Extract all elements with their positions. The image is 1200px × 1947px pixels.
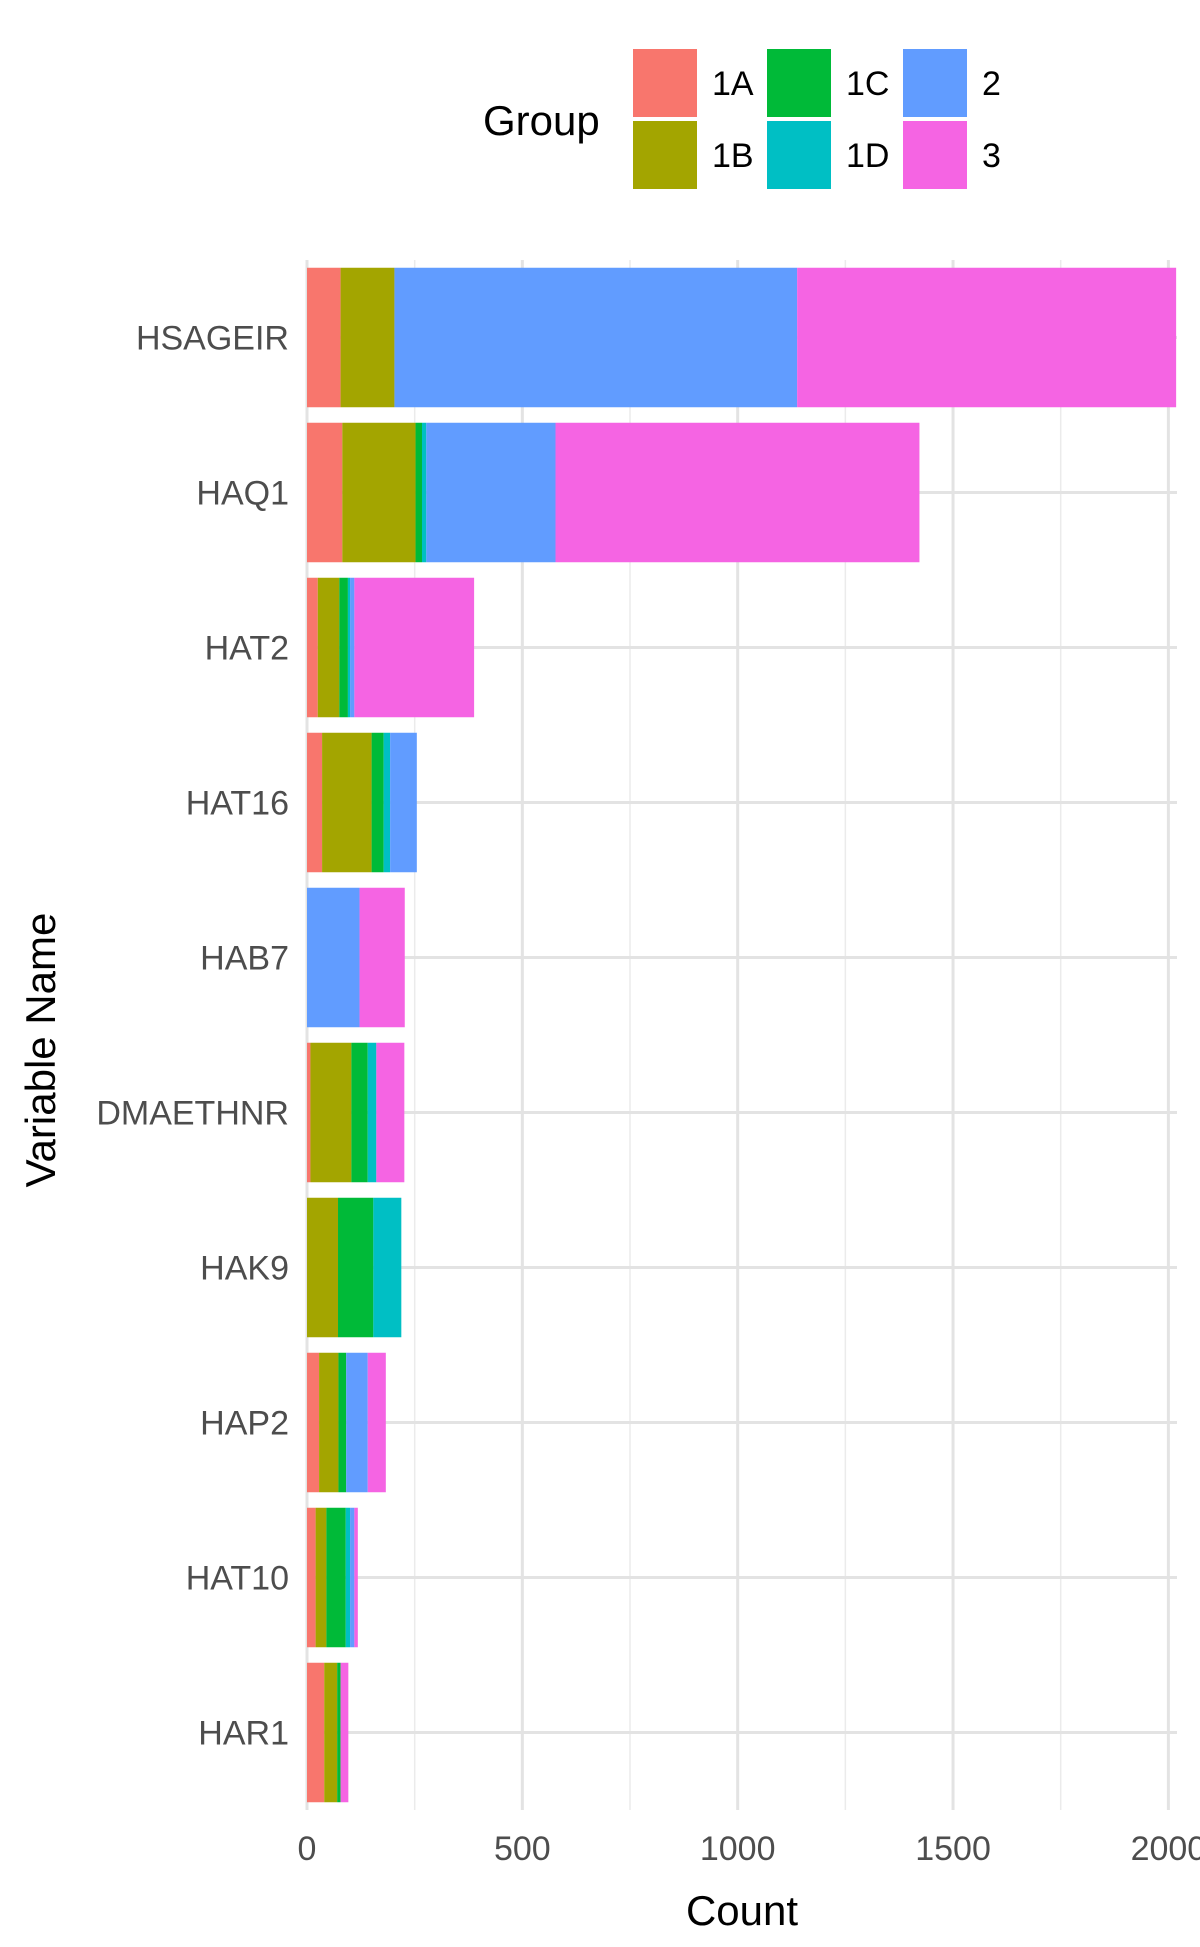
bar-segment-hsageir-1b <box>340 267 395 408</box>
bar-segment-hap2-1c <box>338 1352 347 1493</box>
bar-segment-hak9-1d <box>373 1197 402 1338</box>
bars <box>307 267 1177 1803</box>
bar-segment-dmaethnr-1c <box>351 1042 368 1183</box>
bar-segment-hat10-1c <box>326 1507 346 1648</box>
x-tick-label: 1500 <box>915 1830 991 1868</box>
bar-segment-haq1-1a <box>307 422 343 563</box>
bar-segment-har1-1a <box>307 1662 325 1803</box>
bar-segment-haq1-1b <box>342 422 416 563</box>
y-tick-label: HAT10 <box>186 1560 289 1598</box>
legend-key-1d <box>765 119 833 191</box>
legend-key-1b <box>631 119 699 191</box>
legend-key-2 <box>901 47 969 119</box>
legend-label: 1A <box>712 65 754 103</box>
x-tick-labels: 0 500 1000 1500 2000 <box>298 1830 1200 1868</box>
bar-segment-hat16-1a <box>307 732 323 873</box>
x-tick-label: 2000 <box>1131 1830 1200 1868</box>
y-tick-label: HAT16 <box>186 785 289 823</box>
y-axis-title: Variable Name <box>17 913 64 1188</box>
bar-segment-hat16-2 <box>390 732 417 873</box>
bar-segment-haq1-1d <box>421 422 427 563</box>
bar-segment-dmaethnr-3 <box>376 1042 405 1183</box>
bar-segment-hat16-1b <box>322 732 372 873</box>
bar-segment-hat10-1d <box>345 1507 351 1648</box>
bar-segment-har1-3 <box>340 1662 349 1803</box>
legend-label: 3 <box>982 137 1001 175</box>
x-tick-label: 1000 <box>700 1830 776 1868</box>
x-axis-title: Count <box>686 1887 798 1934</box>
y-tick-label: HAR1 <box>198 1715 289 1753</box>
y-tick-label: DMAETHNR <box>96 1095 289 1133</box>
bar-segment-hat16-1d <box>383 732 391 873</box>
legend-key-3 <box>901 119 969 191</box>
bar-segment-hat10-3 <box>354 1507 358 1648</box>
legend-label: 1C <box>846 65 889 103</box>
y-tick-label: HAP2 <box>200 1405 289 1443</box>
x-tick-label: 500 <box>494 1830 551 1868</box>
y-tick-label: HSAGEIR <box>136 320 289 358</box>
bar-segment-hab7-2 <box>307 887 360 1028</box>
y-tick-label: HAQ1 <box>196 475 289 513</box>
bar-segment-hat16-1c <box>371 732 384 873</box>
bar-segment-hab7-3 <box>359 887 405 1028</box>
bar-segment-haq1-3 <box>555 422 920 563</box>
bar-segment-har1-1c <box>337 1662 341 1803</box>
bar-segment-hap2-1a <box>307 1352 320 1493</box>
bar-segment-hat2-1c <box>339 577 348 718</box>
bar-segment-dmaethnr-1a <box>307 1042 311 1183</box>
y-tick-label: HAB7 <box>200 940 289 978</box>
bar-segment-dmaethnr-1b <box>310 1042 352 1183</box>
bar-segment-hap2-3 <box>367 1352 386 1493</box>
bar-segment-hsageir-1a <box>307 267 341 408</box>
legend-label: 2 <box>982 65 1001 103</box>
bar-segment-hap2-2 <box>346 1352 368 1493</box>
bar-segment-hak9-1b <box>307 1197 339 1338</box>
bar-segment-hat2-1a <box>307 577 318 718</box>
bar-segment-hat2-1d <box>347 577 351 718</box>
bar-segment-hat2-1b <box>317 577 340 718</box>
bar-segment-hat2-2 <box>350 577 355 718</box>
x-tick-label: 0 <box>298 1830 317 1868</box>
legend-label: 1D <box>846 137 889 175</box>
y-tick-label: HAT2 <box>205 630 289 668</box>
y-tick-label: HAK9 <box>200 1250 289 1288</box>
bar-segment-hat10-1b <box>315 1507 327 1648</box>
legend-label: 1B <box>712 137 754 175</box>
bar-segment-hsageir-3 <box>797 267 1177 408</box>
legend: Group 1A 1B 1C 1D 2 3 <box>483 47 1001 191</box>
bar-segment-hsageir-2 <box>394 267 798 408</box>
bar-segment-hap2-1b <box>319 1352 339 1493</box>
y-tick-labels: HSAGEIR HAQ1 HAT2 HAT16 HAB7 DMAETHNR HAK9 HAP2… <box>96 320 289 1753</box>
legend-key-1a <box>631 47 699 119</box>
legend-title: Group <box>483 97 600 144</box>
bar-segment-hat10-1a <box>307 1507 316 1648</box>
bar-segment-haq1-1c <box>415 422 422 563</box>
legend-key-1c <box>765 47 833 119</box>
bar-segment-hat2-3 <box>354 577 475 718</box>
legend-keys: 1A 1B 1C 1D 2 3 <box>631 47 1001 191</box>
bar-segment-har1-1b <box>324 1662 338 1803</box>
bar-segment-dmaethnr-1d <box>367 1042 377 1183</box>
bar-segment-hak9-1c <box>338 1197 374 1338</box>
bar-segment-hat10-2 <box>350 1507 355 1648</box>
bar-segment-haq1-2 <box>426 422 556 563</box>
